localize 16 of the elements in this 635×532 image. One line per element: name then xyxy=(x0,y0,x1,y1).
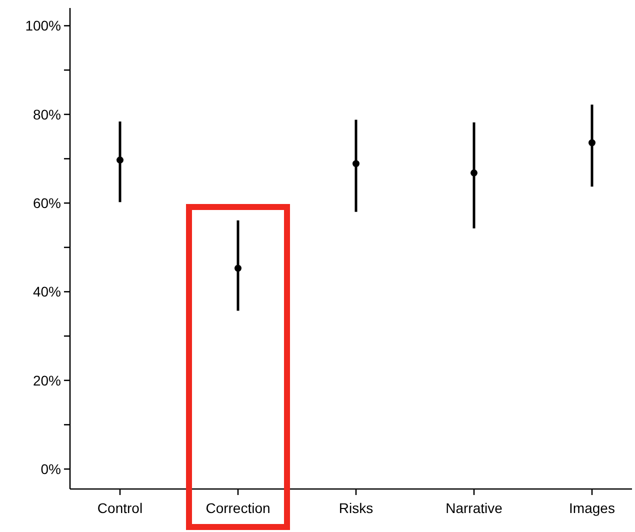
y-tick-label: 40% xyxy=(32,284,61,300)
x-tick-label: Narrative xyxy=(446,500,503,516)
point xyxy=(588,139,596,146)
y-tick-label: 80% xyxy=(32,106,61,122)
y-tick-label: 100% xyxy=(25,18,61,34)
point xyxy=(470,169,478,176)
x-tick-label: Risks xyxy=(338,500,374,516)
x-tick-label: Images xyxy=(569,500,615,516)
point xyxy=(116,156,124,164)
y-tick-label: 60% xyxy=(32,194,61,211)
point xyxy=(234,264,242,272)
point xyxy=(352,160,360,168)
y-tick-label: 0% xyxy=(40,460,61,477)
x-tick-label: Control xyxy=(97,500,143,516)
x-tick-label: Correction xyxy=(206,500,270,516)
y-tick-label: 20% xyxy=(32,372,61,388)
